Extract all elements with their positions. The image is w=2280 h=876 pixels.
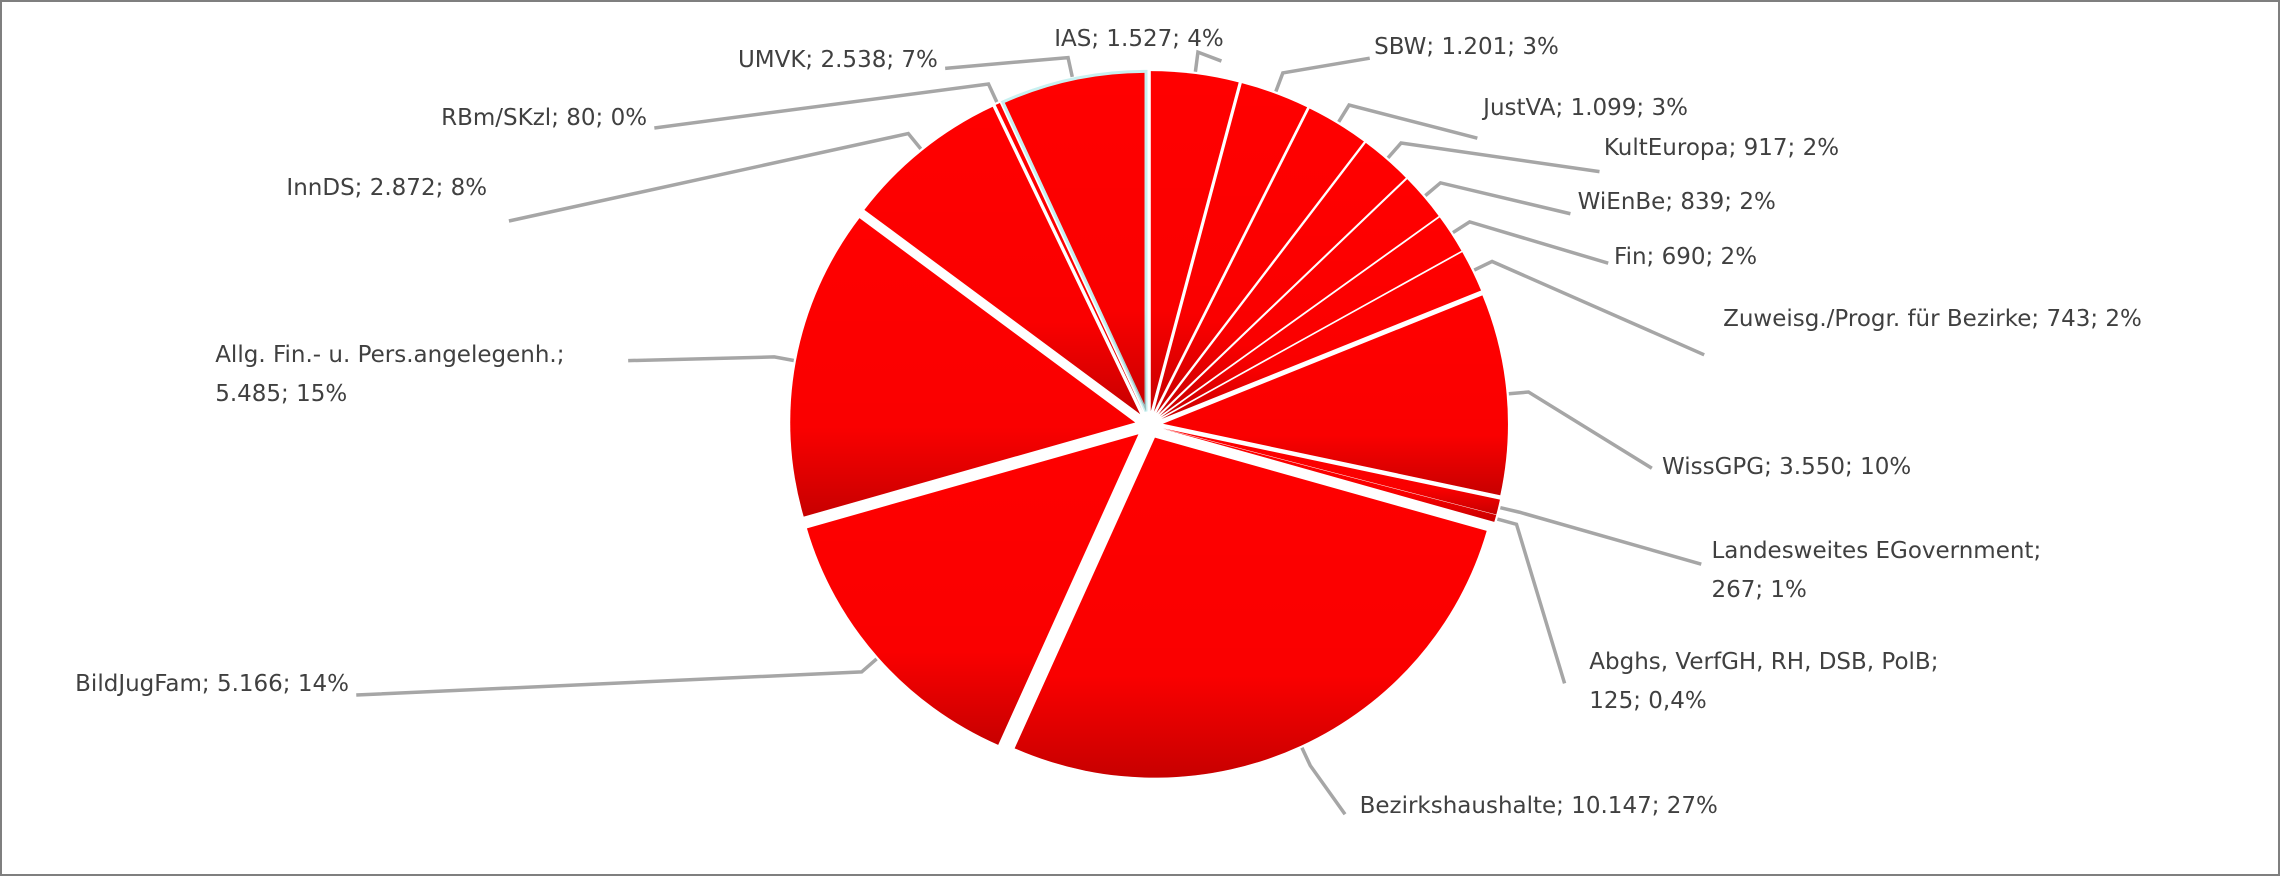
slice-group [1162, 295, 1508, 496]
data-label: SBW; 1.201; 3% [1374, 33, 1559, 60]
slice-shade [1150, 71, 1239, 412]
slice-shade [1014, 437, 1487, 778]
slice-shade [864, 106, 1141, 415]
leader-line [1274, 56, 1371, 93]
leader-line [356, 657, 878, 697]
slice-group [790, 218, 1136, 517]
slice-shade [1159, 179, 1439, 416]
slice-group [1000, 69, 1148, 412]
slice-group [1153, 83, 1308, 412]
slice-shade [1161, 252, 1482, 419]
slice-shade [1162, 428, 1500, 515]
data-label: UMVK; 2.538; 7% [737, 46, 938, 73]
data-label: BildJugFam; 5.166; 14% [75, 670, 349, 697]
leader-line [1473, 259, 1705, 357]
data-label: Bezirkshaushalte; 10.147; 27% [1359, 792, 1718, 819]
leader-line [1496, 517, 1567, 684]
slice-group [1014, 437, 1487, 778]
data-label: Allg. Fin.- u. Pers.angelegenh.; 5.485; … [215, 341, 565, 407]
slice-group [1159, 179, 1439, 416]
slice-shade [806, 434, 1139, 745]
data-label: Abghs, VerfGH, RH, DSB, PolB; 125; 0,4% [1589, 648, 1939, 714]
slice-group [1150, 71, 1239, 412]
leader-line [508, 131, 923, 223]
slice-shade [1002, 71, 1147, 412]
leader-line [1499, 505, 1702, 566]
slice-shade [1153, 83, 1308, 412]
data-label: RBm/SKzl; 80; 0% [441, 104, 648, 131]
leader-line [1386, 141, 1600, 174]
leader-line [1337, 103, 1478, 140]
leader-line [1424, 180, 1571, 216]
slice-shade [1162, 428, 1497, 522]
slice-shade [995, 102, 1144, 413]
slice-group [806, 434, 1139, 745]
data-label: IAS; 1.527; 4% [1054, 26, 1224, 53]
data-label: InnDS; 2.872; 8% [286, 174, 488, 201]
leader-line [1451, 219, 1609, 265]
leader-line [945, 55, 1074, 78]
slice-shade [790, 218, 1136, 517]
data-label: WissGPG; 3.550; 10% [1662, 453, 1912, 480]
data-label: WiEnBe; 839; 2% [1577, 189, 1776, 216]
slice-shade [1158, 142, 1406, 415]
slice-shade [1160, 217, 1462, 418]
leader-line [628, 355, 795, 363]
slice-shade [1156, 108, 1364, 414]
data-label: JustVA; 1.099; 3% [1483, 94, 1688, 121]
slice-group [1156, 108, 1364, 414]
data-label: Landesweites EGovernment; 267; 1% [1711, 538, 2042, 604]
slice-group [864, 106, 1141, 415]
slice-group [1158, 142, 1406, 415]
slice-group [1162, 428, 1497, 522]
slice-group [995, 102, 1144, 413]
leader-line [1300, 746, 1347, 816]
slice-group [1161, 252, 1482, 419]
leader-line [1193, 49, 1223, 72]
slice-shade [1162, 295, 1508, 496]
slice-group [1162, 428, 1500, 515]
data-label: Fin; 690; 2% [1614, 244, 1758, 271]
leader-line [1508, 390, 1653, 470]
slice-group [1160, 217, 1462, 418]
data-label: KultEuropa; 917; 2% [1603, 135, 1840, 162]
data-label: Zuweisg./Progr. für Bezirke; 743; 2% [1723, 305, 2142, 332]
leader-line [654, 82, 999, 130]
